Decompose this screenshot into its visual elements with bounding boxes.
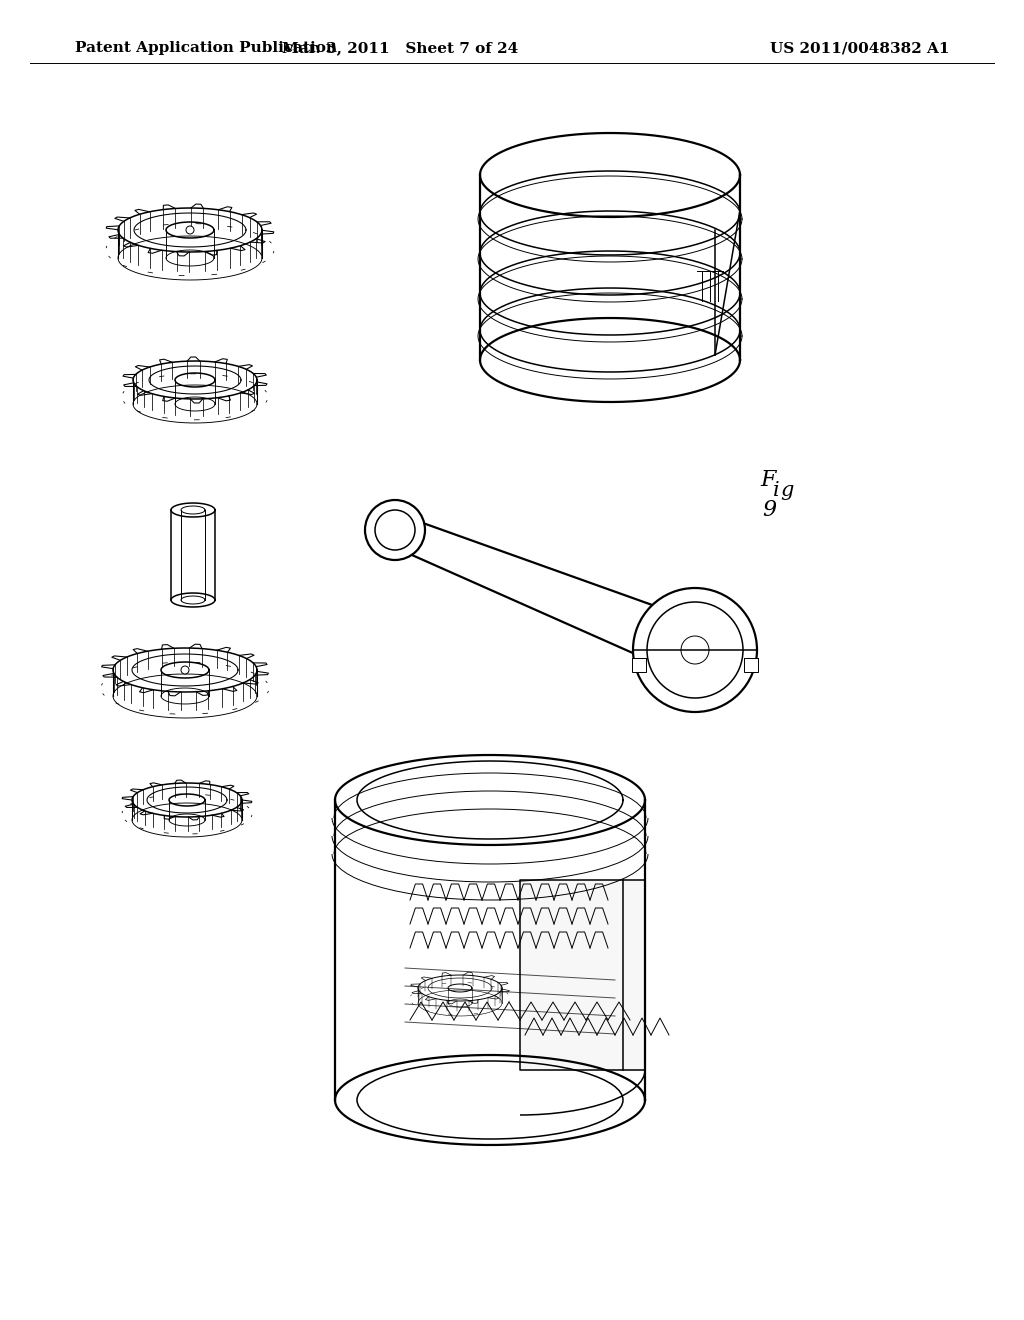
Circle shape	[365, 500, 425, 560]
Text: Mar. 3, 2011   Sheet 7 of 24: Mar. 3, 2011 Sheet 7 of 24	[282, 41, 518, 55]
Polygon shape	[520, 880, 645, 1071]
Circle shape	[375, 510, 415, 550]
Circle shape	[633, 587, 757, 711]
Circle shape	[681, 636, 709, 664]
Text: g: g	[780, 480, 794, 499]
Circle shape	[647, 602, 743, 698]
Circle shape	[181, 667, 189, 675]
Text: Patent Application Publication: Patent Application Publication	[75, 41, 337, 55]
Text: i: i	[773, 480, 779, 499]
Text: 9: 9	[762, 499, 776, 521]
Bar	[744, 657, 758, 672]
Bar	[632, 657, 646, 672]
Circle shape	[186, 226, 194, 234]
Text: US 2011/0048382 A1: US 2011/0048382 A1	[770, 41, 950, 55]
Text: F: F	[760, 469, 775, 491]
